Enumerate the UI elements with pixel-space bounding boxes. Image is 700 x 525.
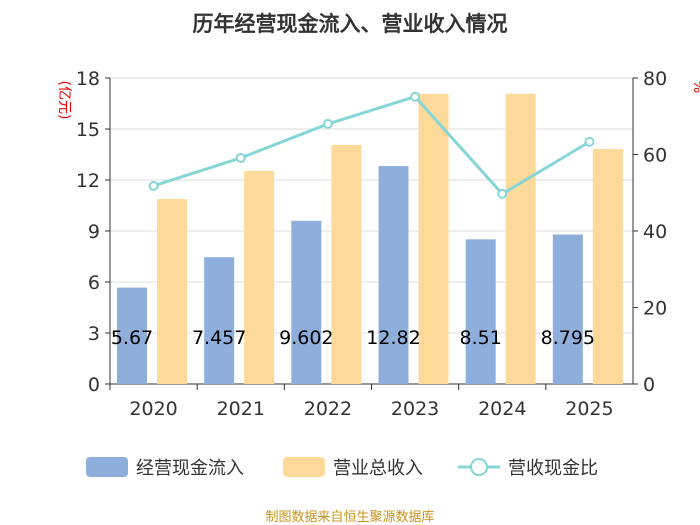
bar-revenue[interactable] (157, 199, 187, 384)
bar-cash-inflow[interactable] (465, 239, 496, 384)
legend-marker (470, 458, 488, 476)
x-tick-label: 2023 (391, 398, 439, 420)
line-cash-ratio (153, 95, 591, 196)
x-tick-label: 2025 (565, 398, 613, 420)
bar-cash-inflow[interactable] (378, 166, 409, 384)
legend-label[interactable]: 经营现金流入 (136, 458, 244, 479)
legend-swatch-cash-inflow (86, 457, 128, 477)
data-label: 8.51 (460, 327, 502, 349)
data-label: 7.457 (192, 327, 246, 349)
data-label: 5.67 (111, 327, 153, 349)
source-note: 制图数据来自恒生聚源数据库 (265, 510, 435, 525)
line-point[interactable] (322, 118, 333, 129)
line-point[interactable] (235, 152, 246, 163)
legend-label[interactable]: 营业总收入 (333, 458, 423, 479)
bar-cash-inflow[interactable] (117, 287, 147, 384)
left-axis-label: (亿元) (56, 81, 72, 120)
chart-title: 历年经营现金流入、营业收入情况 (192, 12, 508, 36)
bar-cash-inflow[interactable] (204, 257, 235, 384)
line-point[interactable] (497, 188, 508, 199)
right-tick-label: 0 (643, 374, 655, 396)
line-point[interactable] (148, 180, 159, 191)
data-label: 9.602 (279, 327, 333, 349)
left-tick-label: 12 (76, 170, 100, 192)
left-tick-label: 0 (88, 374, 100, 396)
left-tick-label: 6 (88, 272, 100, 294)
data-label: 8.795 (541, 327, 595, 349)
left-tick-label: 15 (76, 119, 100, 141)
left-tick-label: 18 (76, 68, 100, 90)
legend-swatch-revenue (283, 457, 325, 477)
bar-revenue[interactable] (592, 149, 623, 384)
data-label: 12.82 (366, 327, 420, 349)
legend-label[interactable]: 营收现金比 (508, 458, 598, 479)
x-tick-label: 2022 (304, 398, 352, 420)
x-tick-label: 2021 (217, 398, 265, 420)
left-tick-label: 9 (88, 221, 100, 243)
right-tick-label: 40 (643, 221, 667, 243)
line-point[interactable] (584, 136, 595, 147)
x-tick-label: 2024 (478, 398, 526, 420)
right-tick-label: 60 (643, 145, 667, 167)
right-tick-label: 80 (643, 68, 667, 90)
bar-cash-inflow[interactable] (552, 234, 583, 384)
bar-revenue[interactable] (244, 170, 275, 384)
bar-revenue[interactable] (331, 144, 362, 384)
left-tick-label: 3 (88, 323, 100, 345)
right-tick-label: 20 (643, 298, 667, 320)
line-point[interactable] (410, 91, 421, 102)
right-axis-label: % (690, 80, 700, 93)
bar-revenue[interactable] (505, 93, 536, 384)
bar-cash-inflow[interactable] (291, 220, 322, 384)
bar-revenue[interactable] (418, 93, 449, 384)
x-tick-label: 2020 (129, 398, 177, 420)
